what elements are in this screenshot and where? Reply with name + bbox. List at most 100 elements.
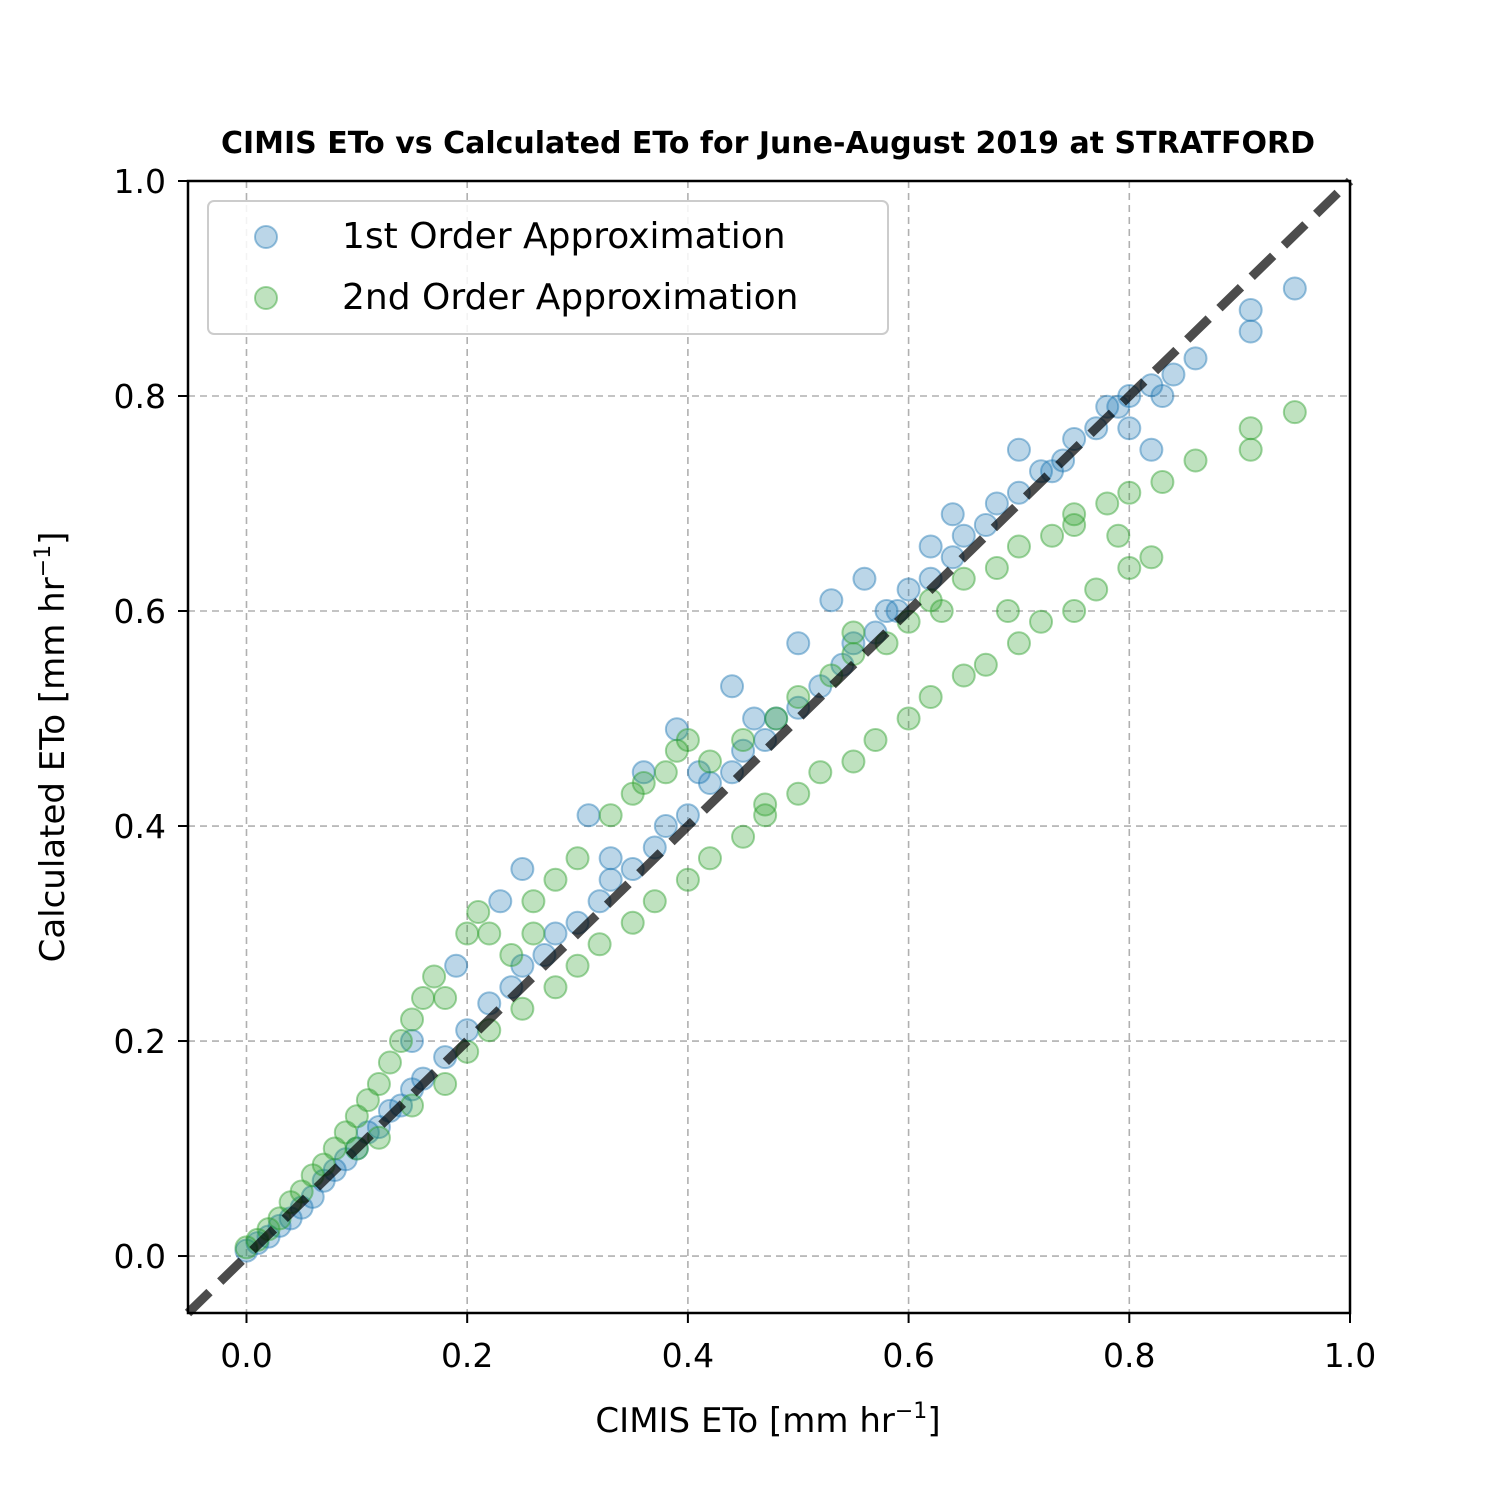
data-point-series-2 — [521, 889, 546, 914]
data-point-series-1 — [984, 491, 1009, 516]
data-point-series-2 — [951, 663, 976, 688]
data-point-series-2 — [477, 921, 502, 946]
data-point-series-1 — [1161, 362, 1186, 387]
grid — [188, 181, 1350, 1313]
data-point-series-2 — [620, 910, 645, 935]
data-point-series-2 — [863, 728, 888, 753]
data-point-series-2 — [411, 986, 436, 1011]
data-point-series-2 — [388, 1029, 413, 1054]
axis-ticks: 0.0 0.2 0.4 0.6 0.8 1.0 0.0 0.2 0.4 0.6 0.8 1.0 — [114, 162, 1377, 1375]
data-point-series-2 — [1062, 599, 1087, 624]
data-point-series-2 — [455, 921, 480, 946]
data-point-series-2 — [697, 749, 722, 774]
data-point-series-2 — [587, 932, 612, 957]
data-point-series-2 — [466, 900, 491, 925]
data-point-series-2 — [1117, 556, 1142, 581]
data-point-series-2 — [1095, 491, 1120, 516]
data-point-series-1 — [874, 599, 899, 624]
data-point-series-1 — [1238, 298, 1263, 323]
data-point-series-1 — [510, 857, 535, 882]
data-point-series-1 — [819, 588, 844, 613]
y-tick-label: 0.6 — [114, 592, 166, 631]
data-point-series-2 — [786, 781, 811, 806]
data-point-series-1 — [951, 523, 976, 548]
data-point-series-2 — [731, 728, 756, 753]
data-point-series-1 — [1282, 276, 1307, 301]
legend: 1st Order Approximation 2nd Order Approx… — [207, 200, 889, 335]
data-point-series-1 — [1117, 416, 1142, 441]
data-point-series-2 — [1150, 470, 1175, 495]
data-point-series-1 — [1139, 437, 1164, 462]
data-point-series-2 — [510, 996, 535, 1021]
data-point-series-2 — [995, 599, 1020, 624]
data-point-series-2 — [753, 792, 778, 817]
data-point-series-2 — [1183, 448, 1208, 473]
legend-marker-series-2 — [254, 286, 278, 310]
data-point-series-2 — [984, 556, 1009, 581]
data-point-series-2 — [764, 706, 789, 731]
data-point-series-1 — [455, 1018, 480, 1043]
data-point-series-1 — [576, 803, 601, 828]
data-point-series-1 — [598, 867, 623, 892]
x-tick-label: 0.8 — [1103, 1336, 1155, 1375]
data-point-series-2 — [951, 566, 976, 591]
data-point-series-2 — [1006, 631, 1031, 656]
data-point-series-1 — [841, 631, 866, 656]
data-point-series-1 — [896, 577, 921, 602]
data-point-series-2 — [918, 685, 943, 710]
data-point-series-2 — [565, 953, 590, 978]
data-point-series-2 — [1006, 534, 1031, 559]
x-tick-label: 0.2 — [441, 1336, 493, 1375]
data-point-series-2 — [521, 921, 546, 946]
data-point-series-2 — [675, 728, 700, 753]
data-point-series-2 — [731, 824, 756, 849]
y-axis-label: Calculated ETo [mm hr−1] — [31, 532, 73, 963]
data-point-series-1 — [686, 760, 711, 785]
data-point-series-1 — [940, 502, 965, 527]
data-point-series-1 — [720, 674, 745, 699]
x-axis-label: CIMIS ETo [mm hr−1] — [595, 1399, 940, 1441]
data-point-series-2 — [631, 771, 656, 796]
data-point-series-2 — [400, 1007, 425, 1032]
data-point-series-2 — [344, 1104, 369, 1129]
data-point-series-2 — [433, 1072, 458, 1097]
legend-box — [207, 200, 889, 335]
data-point-series-2 — [322, 1136, 347, 1161]
plot-frame — [186, 179, 1352, 1315]
data-point-series-2 — [697, 846, 722, 871]
data-point-series-2 — [642, 889, 667, 914]
data-point-series-2 — [786, 685, 811, 710]
data-point-series-2 — [929, 599, 954, 624]
data-point-series-2 — [1062, 502, 1087, 527]
data-point-series-1 — [444, 953, 469, 978]
data-point-series-2 — [366, 1072, 391, 1097]
data-point-series-1 — [1006, 437, 1031, 462]
data-point-series-2 — [841, 620, 866, 645]
data-point-series-2 — [620, 781, 645, 806]
data-point-series-2 — [896, 706, 921, 731]
data-point-series-2 — [333, 1120, 358, 1145]
data-point-series-2 — [377, 1050, 402, 1075]
data-point-series-2 — [653, 760, 678, 785]
legend-label-series-1: 1st Order Approximation — [342, 216, 786, 257]
chart-title: CIMIS ETo vs Calculated ETo for June-Aug… — [221, 126, 1315, 161]
data-point-series-2 — [973, 652, 998, 677]
data-point-series-1 — [742, 706, 767, 731]
data-point-series-2 — [753, 803, 778, 828]
data-point-series-1 — [1183, 346, 1208, 371]
data-point-series-2 — [808, 760, 833, 785]
data-point-series-1 — [598, 846, 623, 871]
data-point-series-2 — [1238, 437, 1263, 462]
data-point-series-1 — [852, 566, 877, 591]
data-point-series-2 — [1117, 480, 1142, 505]
data-point-series-1 — [786, 631, 811, 656]
data-point-series-2 — [355, 1088, 380, 1113]
data-point-series-2 — [543, 975, 568, 1000]
data-point-series-2 — [841, 642, 866, 667]
data-point-series-2 — [1062, 513, 1087, 538]
data-point-series-2 — [543, 867, 568, 892]
data-point-series-2 — [1040, 523, 1065, 548]
data-point-series-1 — [510, 953, 535, 978]
legend-marker-series-1 — [254, 225, 278, 249]
data-point-series-2 — [422, 964, 447, 989]
